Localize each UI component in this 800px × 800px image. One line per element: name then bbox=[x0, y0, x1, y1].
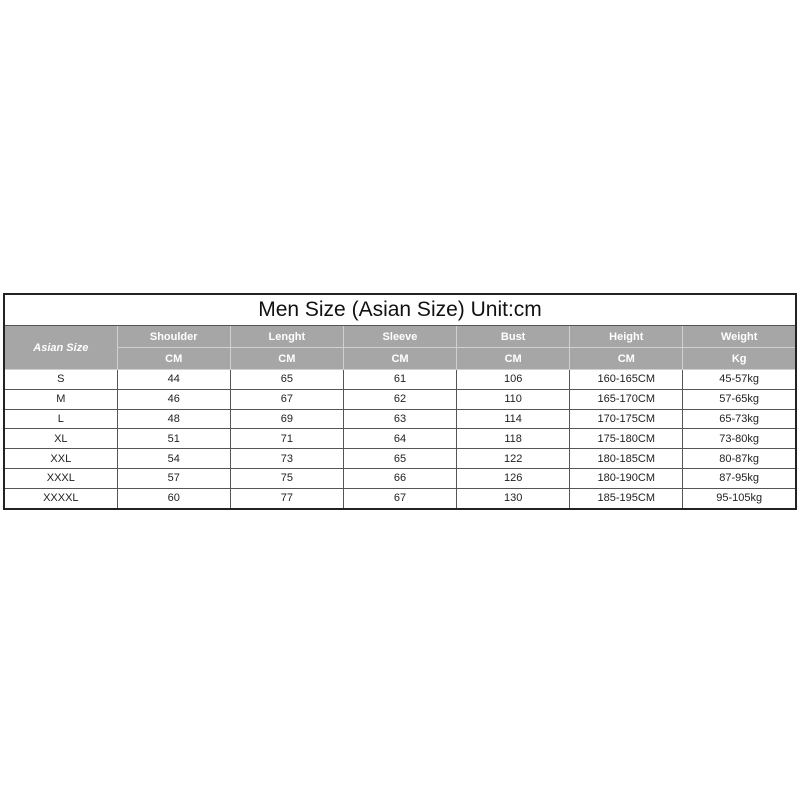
table-cell: 180-190CM bbox=[569, 467, 684, 489]
table-cell: 95-105kg bbox=[682, 487, 797, 510]
table-cell: 54 bbox=[116, 448, 231, 469]
header-sleeve: Sleeve bbox=[342, 325, 458, 348]
table-cell: 61 bbox=[342, 369, 458, 390]
table-row: M 46 67 62 110 165-170CM 57-65kg bbox=[3, 388, 797, 410]
header-weight: Weight bbox=[682, 325, 797, 348]
table-row: XXXL 57 75 66 126 180-190CM 87-95kg bbox=[3, 467, 797, 489]
table-cell: 57-65kg bbox=[682, 388, 797, 410]
header-shoulder: Shoulder bbox=[116, 325, 231, 348]
table-row: S 44 65 61 106 160-165CM 45-57kg bbox=[3, 369, 797, 390]
table-cell: 180-185CM bbox=[569, 448, 684, 469]
table-cell: 45-57kg bbox=[682, 369, 797, 390]
header-unit: CM bbox=[342, 347, 458, 370]
table-cell: 71 bbox=[229, 428, 344, 450]
table-cell: 126 bbox=[456, 467, 571, 489]
table-cell: 110 bbox=[456, 388, 571, 410]
table-cell: 106 bbox=[456, 369, 571, 390]
size-chart-table: Men Size (Asian Size) Unit:cm Asian Size… bbox=[3, 293, 797, 510]
table-cell: 170-175CM bbox=[569, 408, 684, 430]
table-cell: 66 bbox=[342, 467, 458, 489]
table-row: L 48 69 63 114 170-175CM 65-73kg bbox=[3, 408, 797, 430]
table-cell: 48 bbox=[116, 408, 231, 430]
table-cell: 63 bbox=[342, 408, 458, 430]
header-unit: CM bbox=[456, 347, 571, 370]
table-cell: 67 bbox=[229, 388, 344, 410]
table-row: XXL 54 73 65 122 180-185CM 80-87kg bbox=[3, 448, 797, 469]
table-cell: 62 bbox=[342, 388, 458, 410]
table-cell: 65 bbox=[229, 369, 344, 390]
header-lenght: Lenght bbox=[229, 325, 344, 348]
table-cell: XXXL bbox=[3, 467, 118, 489]
table-cell: 46 bbox=[116, 388, 231, 410]
table-cell: 87-95kg bbox=[682, 467, 797, 489]
header-unit: CM bbox=[116, 347, 231, 370]
table-cell: 80-87kg bbox=[682, 448, 797, 469]
header-bust: Bust bbox=[456, 325, 571, 348]
table-cell: 175-180CM bbox=[569, 428, 684, 450]
table-cell: 44 bbox=[116, 369, 231, 390]
header-unit: CM bbox=[229, 347, 344, 370]
header-asian-size: Asian Size bbox=[3, 325, 118, 370]
header-unit: CM bbox=[569, 347, 684, 370]
table-cell: 185-195CM bbox=[569, 487, 684, 510]
table-title: Men Size (Asian Size) Unit:cm bbox=[3, 293, 797, 326]
table-cell: 51 bbox=[116, 428, 231, 450]
table-cell: 64 bbox=[342, 428, 458, 450]
table-cell: 60 bbox=[116, 487, 231, 510]
table-cell: 75 bbox=[229, 467, 344, 489]
table-cell: S bbox=[3, 369, 118, 390]
table-row: XXXXL 60 77 67 130 185-195CM 95-105kg bbox=[3, 487, 797, 510]
table-cell: 160-165CM bbox=[569, 369, 684, 390]
table-cell: 122 bbox=[456, 448, 571, 469]
table-cell: 57 bbox=[116, 467, 231, 489]
table-cell: 165-170CM bbox=[569, 388, 684, 410]
table-cell: 130 bbox=[456, 487, 571, 510]
table-cell: XXL bbox=[3, 448, 118, 469]
table-cell: 73-80kg bbox=[682, 428, 797, 450]
header-height: Height bbox=[569, 325, 684, 348]
table-row: XL 51 71 64 118 175-180CM 73-80kg bbox=[3, 428, 797, 450]
table-cell: XL bbox=[3, 428, 118, 450]
table-cell: 65-73kg bbox=[682, 408, 797, 430]
table-cell: 65 bbox=[342, 448, 458, 469]
table-cell: 73 bbox=[229, 448, 344, 469]
header-unit: Kg bbox=[682, 347, 797, 370]
table-cell: XXXXL bbox=[3, 487, 118, 510]
table-cell: 69 bbox=[229, 408, 344, 430]
table-cell: 77 bbox=[229, 487, 344, 510]
table-cell: L bbox=[3, 408, 118, 430]
table-cell: 118 bbox=[456, 428, 571, 450]
table-cell: M bbox=[3, 388, 118, 410]
table-cell: 67 bbox=[342, 487, 458, 510]
table-cell: 114 bbox=[456, 408, 571, 430]
